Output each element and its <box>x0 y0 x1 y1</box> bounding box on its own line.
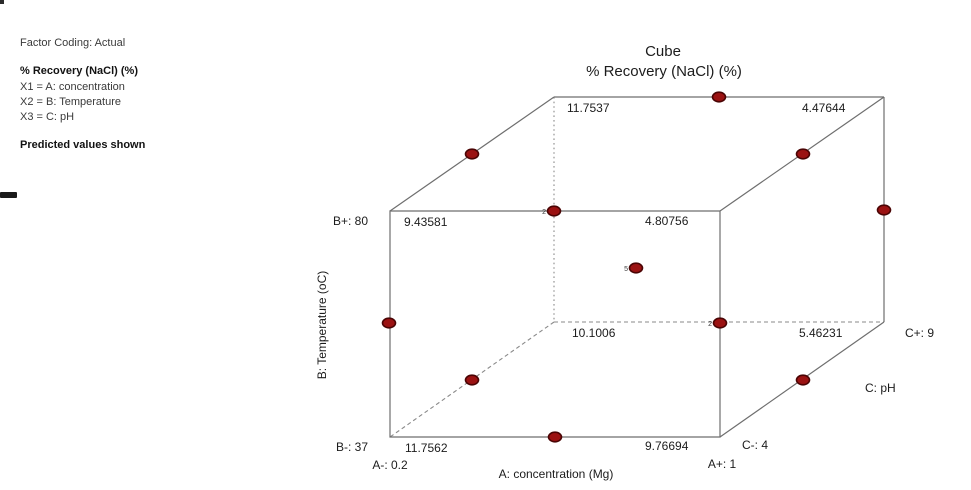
screenshot-artifact-corner <box>0 0 4 4</box>
chart-title: Cube <box>645 43 681 60</box>
a-low-label: A-: 0.2 <box>372 458 408 472</box>
value-back-top-right: 4.47644 <box>802 101 846 115</box>
value-front-top-left: 9.43581 <box>404 215 448 229</box>
design-point-bottom-left-edge <box>464 374 480 386</box>
design-point-front-left-edge <box>381 317 397 329</box>
corner-value-labels: 11.7537 4.47644 9.43581 4.80756 10.1006 … <box>404 101 846 455</box>
count-front-right: 2 <box>708 321 712 328</box>
screenshot-artifact-dash <box>0 192 17 198</box>
response-title: % Recovery (NaCl) (%) <box>20 65 138 77</box>
value-front-bottom-right: 9.76694 <box>645 439 689 453</box>
b-high-label: B+: 80 <box>333 214 368 228</box>
design-point-back-right-edge <box>876 204 892 216</box>
design-point-front-right-edge <box>712 317 728 329</box>
factor-coding-label: Factor Coding: Actual <box>20 37 126 49</box>
c-axis-title: C: pH <box>865 381 896 395</box>
axis-labels: B+: 80 B-: 37 B: Temperature (oC) A-: 0.… <box>315 214 934 481</box>
design-points <box>381 91 892 443</box>
count-top-front: 2 <box>542 209 546 216</box>
design-point-top-right-edge <box>795 148 811 160</box>
legend-panel: Factor Coding: Actual % Recovery (NaCl) … <box>20 0 240 170</box>
c-low-label: C-: 4 <box>742 438 768 452</box>
design-point-top-front-edge <box>546 205 562 217</box>
value-front-top-right: 4.80756 <box>645 214 689 228</box>
predicted-values-note: Predicted values shown <box>20 139 146 151</box>
design-point-center <box>628 262 644 274</box>
value-front-bottom-left: 11.7562 <box>405 441 448 455</box>
design-point-top-left-edge <box>464 148 480 160</box>
x3-factor-label: X3 = C: pH <box>20 111 75 123</box>
value-back-bottom-right: 5.46231 <box>799 326 843 340</box>
c-high-label: C+: 9 <box>905 326 934 340</box>
value-back-top-left: 11.7537 <box>567 101 610 115</box>
design-point-top-back-edge <box>711 91 727 103</box>
value-back-bottom-left: 10.1006 <box>572 326 616 340</box>
point-count-labels: 2 2 5 <box>542 209 712 328</box>
x1-factor-label: X1 = A: concentration <box>20 81 125 93</box>
design-point-bottom-front-edge <box>547 431 563 443</box>
x2-factor-label: X2 = B: Temperature <box>20 96 121 108</box>
design-point-bottom-right-edge <box>795 374 811 386</box>
b-axis-title: B: Temperature (oC) <box>315 271 329 380</box>
a-axis-title: A: concentration (Mg) <box>499 467 614 481</box>
b-low-label: B-: 37 <box>336 440 368 454</box>
count-center: 5 <box>624 266 628 273</box>
a-high-label: A+: 1 <box>708 457 737 471</box>
chart-subtitle: % Recovery (NaCl) (%) <box>586 63 742 80</box>
edge-front-face <box>389 210 721 438</box>
